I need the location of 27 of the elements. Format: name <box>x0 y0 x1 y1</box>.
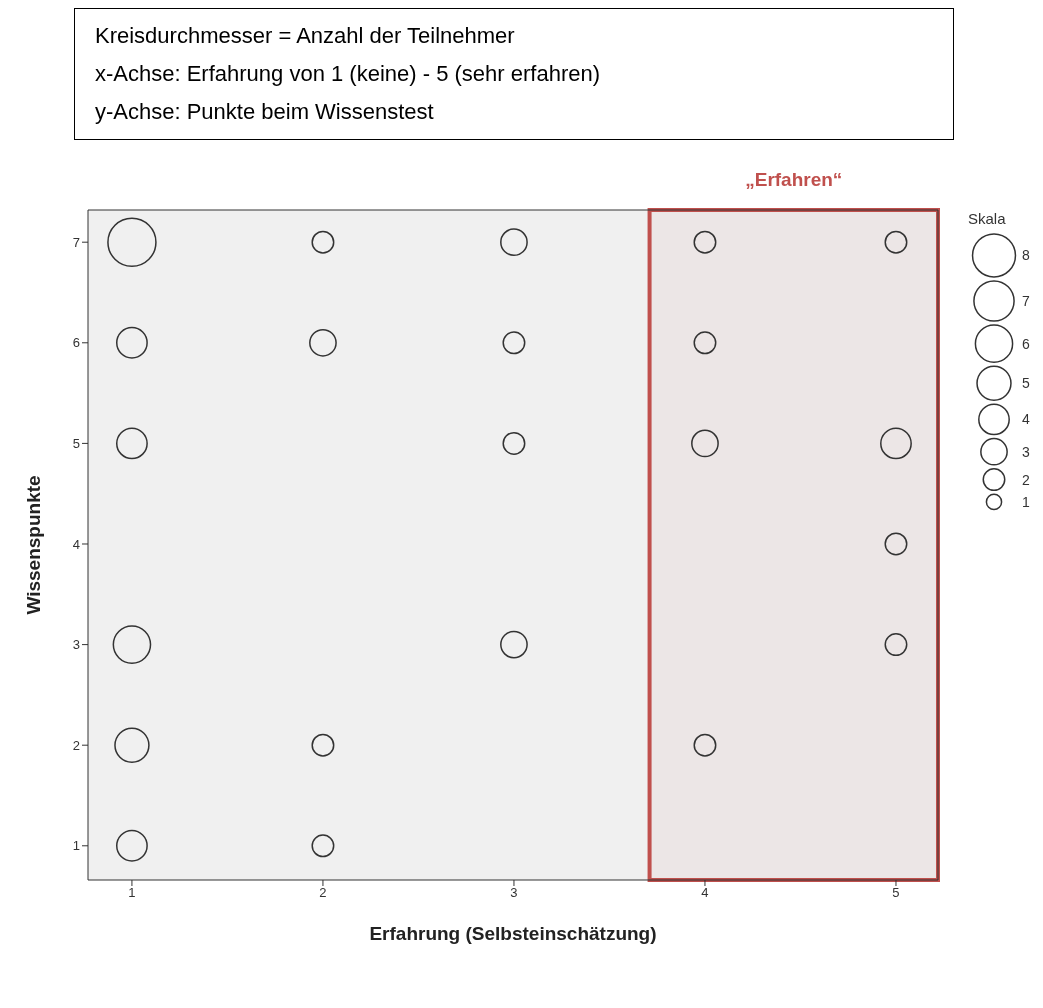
legend-label: 1 <box>1022 493 1030 510</box>
y-axis-title: Wissenspunkte <box>22 475 44 615</box>
legend-label: 4 <box>1022 411 1030 428</box>
legend-label: 3 <box>1022 443 1030 460</box>
band-label: „Erfahren“ <box>745 169 843 190</box>
y-tick-label: 6 <box>72 335 80 351</box>
legend-label: 6 <box>1022 335 1030 352</box>
y-tick-label: 5 <box>72 436 80 452</box>
text: x-Achse: Erfahrung von 1 (keine) - 5 (sehr erfahren) <box>95 60 601 88</box>
text: y-Achse: Punkte beim Wissenstest <box>95 98 435 126</box>
legend-label: 5 <box>1022 375 1030 392</box>
y-tick-label: 2 <box>72 737 80 753</box>
legend-title: Skala <box>968 210 1007 227</box>
y-tick-label: 4 <box>72 536 80 552</box>
x-axis-title: Erfahrung (Selbsteinschätzung) <box>369 923 657 944</box>
legend-label: 8 <box>1022 247 1030 264</box>
x-tick-label: 3 <box>510 885 518 901</box>
x-tick-label: 4 <box>701 885 709 901</box>
y-tick-label: 7 <box>72 234 80 250</box>
x-tick-label: 5 <box>892 885 900 901</box>
legend-label: 2 <box>1022 471 1030 488</box>
x-tick-label: 2 <box>319 885 327 901</box>
legend-label: 7 <box>1022 293 1030 310</box>
y-tick-label: 1 <box>72 838 80 854</box>
text: Kreisdurchmesser = Anzahl der Teilnehmer <box>95 22 516 50</box>
y-tick-label: 3 <box>72 637 80 653</box>
x-tick-label: 1 <box>128 885 136 901</box>
